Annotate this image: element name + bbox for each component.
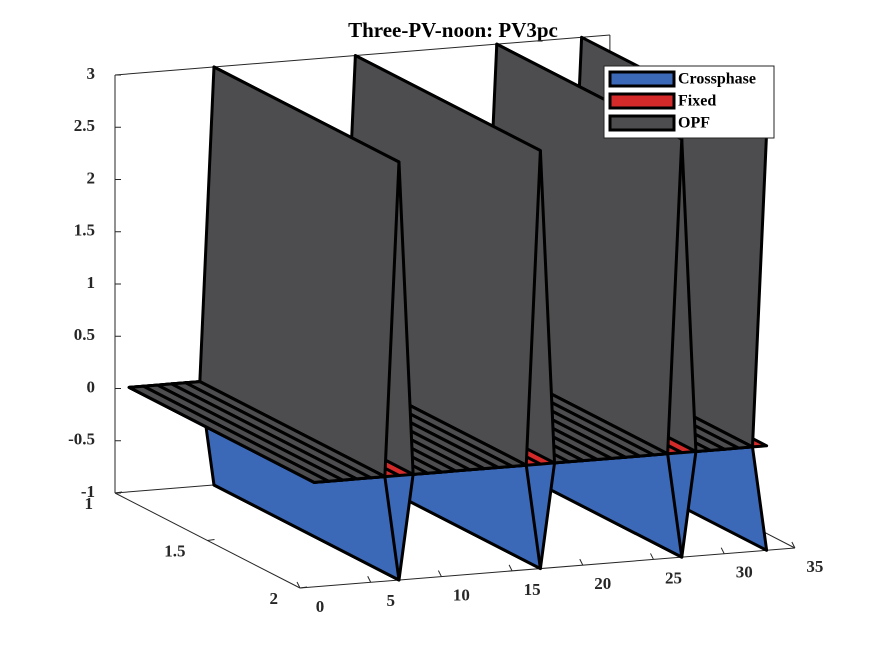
legend-label: OPF (678, 115, 710, 132)
x-tick (296, 581, 301, 589)
z-tick-label: 1.5 (74, 221, 95, 240)
x-tick-label: 20 (594, 574, 611, 593)
z-tick-label: 2 (87, 168, 96, 187)
legend-label: Crossphase (678, 71, 756, 88)
y-tick (299, 586, 308, 589)
z-tick-label: 2.5 (74, 116, 95, 135)
z-tick-label: -0.5 (68, 430, 95, 449)
x-tick (791, 541, 796, 549)
x-tick (650, 553, 654, 560)
x-tick-label: 5 (386, 591, 395, 610)
legend-swatch (608, 114, 676, 132)
legend-swatch (608, 92, 676, 110)
y-tick (207, 539, 215, 541)
legend-label: Fixed (678, 93, 716, 110)
z-tick-label: 3 (87, 64, 96, 83)
z-tick-label: -1 (81, 482, 95, 501)
x-tick (437, 570, 442, 577)
x-tick (579, 558, 584, 566)
x-tick-label: 0 (316, 597, 325, 616)
axis-line (114, 34, 610, 76)
y-tick-label: 1 (85, 494, 94, 513)
x-tick (367, 576, 372, 583)
x-tick-label: 35 (806, 557, 823, 576)
x-tick (508, 564, 513, 572)
z-tick-label: 0.5 (74, 325, 95, 344)
z-tick-label: 0 (87, 377, 96, 396)
legend-swatch (608, 70, 676, 88)
ribbon-segment (127, 384, 330, 484)
x-tick-label: 25 (665, 568, 682, 587)
y-tick-label: 1.5 (164, 541, 185, 560)
x-tick-label: 15 (524, 580, 541, 599)
z-tick-label: 1 (87, 273, 96, 292)
axis-line (299, 547, 795, 589)
y-tick-label: 2 (270, 589, 279, 608)
x-tick-label: 30 (736, 563, 753, 582)
x-tick (720, 547, 725, 554)
chart-title: Three-PV-noon: PV3pc (348, 18, 558, 42)
x-tick-label: 10 (453, 585, 470, 604)
y-tick (114, 491, 123, 494)
